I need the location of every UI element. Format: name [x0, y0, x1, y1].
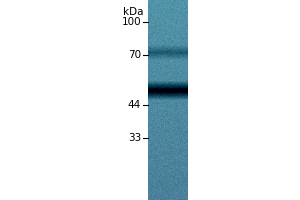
Text: 44: 44 — [128, 100, 141, 110]
Text: kDa: kDa — [122, 7, 143, 17]
Text: 33: 33 — [128, 133, 141, 143]
Text: 100: 100 — [122, 17, 141, 27]
Text: 70: 70 — [128, 50, 141, 60]
